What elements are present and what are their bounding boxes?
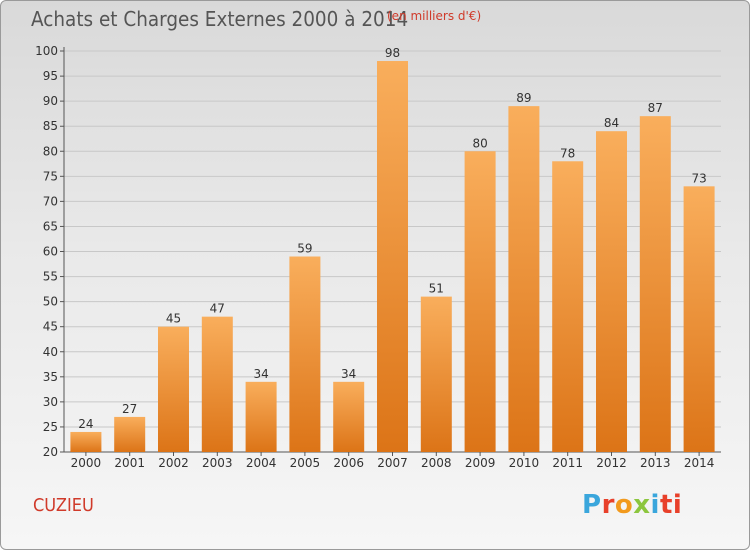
bar: [683, 186, 715, 452]
logo-letter: r: [601, 490, 615, 520]
x-tick-label: 2001: [114, 456, 145, 470]
y-tick-label: 25: [43, 420, 58, 434]
logo-letter: x: [633, 490, 651, 520]
x-tick-label: 2014: [684, 456, 715, 470]
x-tick-label: 2005: [290, 456, 321, 470]
y-tick-label: 65: [43, 219, 58, 233]
bar-value-label: 51: [429, 282, 444, 296]
y-tick-label: 100: [35, 44, 58, 58]
y-tick-label: 55: [43, 270, 58, 284]
logo-letter: ti: [659, 490, 683, 520]
y-tick-label: 90: [43, 94, 58, 108]
bar-value-label: 24: [78, 417, 93, 431]
bar: [377, 61, 408, 453]
title-row: Achats et Charges Externes 2000 à 2014: [31, 7, 441, 31]
x-tick-label: 2011: [552, 456, 583, 470]
bar: [552, 161, 584, 452]
proxiti-logo: Proxiti: [582, 490, 682, 520]
y-tick-label: 85: [43, 119, 58, 133]
bar-value-label: 78: [560, 146, 575, 160]
logo-letter: P: [582, 490, 602, 520]
x-tick-label: 2013: [640, 456, 671, 470]
bar-value-label: 45: [166, 312, 181, 326]
bar-value-label: 87: [648, 101, 663, 115]
bar-value-label: 59: [297, 242, 312, 256]
bar-value-label: 34: [253, 367, 268, 381]
logo-letter: o: [614, 490, 634, 520]
bar-value-label: 89: [516, 91, 531, 105]
y-tick-label: 20: [43, 445, 58, 459]
logo-letter: i: [650, 490, 660, 520]
x-tick-label: 2002: [158, 456, 189, 470]
y-tick-label: 75: [43, 169, 58, 183]
y-tick-label: 45: [43, 320, 58, 334]
y-tick-label: 95: [43, 69, 58, 83]
x-tick-label: 2012: [596, 456, 627, 470]
bar: [508, 106, 540, 452]
x-tick-label: 2008: [421, 456, 452, 470]
bar-value-label: 27: [122, 402, 137, 416]
bar: [596, 131, 627, 452]
commune-name: CUZIEU: [33, 495, 94, 516]
y-tick-label: 80: [43, 144, 58, 158]
x-tick-label: 2010: [509, 456, 540, 470]
bar-value-label: 80: [472, 136, 487, 150]
bar-value-label: 73: [691, 171, 706, 185]
x-tick-label: 2006: [333, 456, 364, 470]
y-tick-label: 30: [43, 395, 58, 409]
x-tick-label: 2009: [465, 456, 496, 470]
chart-title: Achats et Charges Externes 2000 à 2014: [31, 7, 409, 31]
bar-value-label: 84: [604, 116, 619, 130]
bar: [639, 116, 671, 452]
bar: [289, 256, 321, 452]
bar-value-label: 98: [385, 46, 400, 60]
y-tick-label: 70: [43, 194, 58, 208]
x-tick-label: 2000: [71, 456, 102, 470]
x-tick-label: 2007: [377, 456, 408, 470]
y-tick-label: 50: [43, 295, 58, 309]
bar: [245, 381, 277, 452]
x-tick-label: 2003: [202, 456, 233, 470]
bar-value-label: 34: [341, 367, 356, 381]
y-tick-label: 40: [43, 345, 58, 359]
bar: [70, 431, 102, 452]
y-tick-label: 60: [43, 245, 58, 259]
y-tick-label: 35: [43, 370, 58, 384]
bar: [420, 296, 452, 452]
chart-subtitle: (en milliers d'€): [387, 9, 482, 23]
bar: [333, 381, 365, 452]
bar: [114, 416, 146, 452]
x-tick-label: 2004: [246, 456, 277, 470]
bar-value-label: 47: [210, 302, 225, 316]
bar: [464, 151, 496, 452]
bar: [158, 326, 189, 452]
bar: [201, 316, 233, 452]
